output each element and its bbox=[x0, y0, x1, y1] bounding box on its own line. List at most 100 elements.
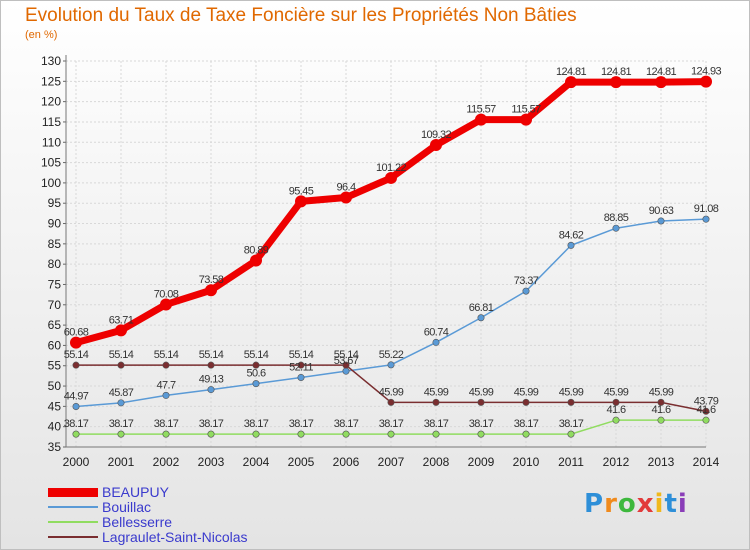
x-tick-label: 2005 bbox=[288, 455, 315, 469]
data-label: 73.58 bbox=[199, 274, 224, 286]
logo-letter: P bbox=[584, 489, 605, 519]
data-label: 124.81 bbox=[646, 66, 677, 78]
data-label: 124.93 bbox=[691, 66, 722, 78]
data-point bbox=[72, 430, 80, 438]
data-label: 55.14 bbox=[289, 349, 314, 361]
data-point bbox=[522, 287, 530, 295]
data-label: 124.81 bbox=[601, 66, 632, 78]
data-point bbox=[70, 336, 82, 349]
x-tick-label: 2009 bbox=[468, 455, 495, 469]
data-point bbox=[295, 195, 307, 208]
data-label: 38.17 bbox=[244, 418, 269, 430]
legend-label: Lagraulet-Saint-Nicolas bbox=[102, 529, 248, 545]
data-point bbox=[160, 298, 172, 311]
legend-swatch bbox=[48, 488, 98, 497]
y-tick-label: 95 bbox=[48, 196, 62, 210]
data-point bbox=[207, 430, 215, 438]
data-label: 91.08 bbox=[694, 203, 719, 215]
data-point bbox=[657, 398, 665, 406]
logo-letter: t bbox=[664, 489, 678, 519]
x-tick-label: 2008 bbox=[423, 455, 450, 469]
data-label: 55.14 bbox=[154, 349, 179, 361]
data-point bbox=[162, 361, 170, 369]
data-point bbox=[475, 113, 487, 126]
data-point bbox=[477, 314, 485, 322]
data-label: 109.32 bbox=[421, 129, 452, 141]
y-tick-label: 85 bbox=[48, 237, 62, 251]
data-point bbox=[387, 398, 395, 406]
data-point bbox=[477, 430, 485, 438]
data-label: 95.45 bbox=[289, 185, 314, 197]
data-point bbox=[657, 416, 665, 424]
data-point bbox=[520, 113, 532, 126]
logo-letter: x bbox=[636, 489, 655, 519]
data-label: 38.17 bbox=[199, 418, 224, 430]
data-label: 96.4 bbox=[336, 182, 355, 194]
x-tick-label: 2004 bbox=[243, 455, 270, 469]
y-tick-label: 60 bbox=[48, 338, 62, 352]
data-label: 45.99 bbox=[649, 386, 674, 398]
data-point bbox=[522, 430, 530, 438]
data-point bbox=[567, 241, 575, 249]
data-label: 38.17 bbox=[559, 418, 584, 430]
y-tick-label: 130 bbox=[41, 54, 61, 68]
data-label: 55.14 bbox=[199, 349, 224, 361]
data-point bbox=[250, 254, 262, 267]
data-point bbox=[610, 76, 622, 89]
data-label: 55.22 bbox=[379, 349, 404, 361]
data-point bbox=[162, 430, 170, 438]
data-label: 50.6 bbox=[246, 368, 265, 380]
data-label: 60.74 bbox=[424, 326, 449, 338]
data-point bbox=[612, 398, 620, 406]
data-label: 43.79 bbox=[694, 395, 719, 407]
legend-label: Bouillac bbox=[102, 499, 152, 515]
logo-letter: o bbox=[617, 489, 637, 519]
data-label: 38.17 bbox=[379, 418, 404, 430]
y-tick-label: 50 bbox=[48, 379, 62, 393]
data-label: 41.6 bbox=[651, 404, 670, 416]
data-point bbox=[702, 215, 710, 223]
data-point bbox=[72, 402, 80, 410]
data-label: 66.81 bbox=[469, 302, 494, 314]
proxiti-logo: Proxiti bbox=[584, 489, 688, 519]
data-label: 38.17 bbox=[514, 418, 539, 430]
data-point bbox=[117, 361, 125, 369]
data-label: 52.11 bbox=[289, 361, 313, 373]
data-label: 63.71 bbox=[109, 314, 134, 326]
data-label: 88.85 bbox=[604, 212, 629, 224]
x-tick-label: 2010 bbox=[513, 455, 540, 469]
legend-item: Bouillac bbox=[48, 499, 152, 515]
data-label: 45.99 bbox=[424, 386, 449, 398]
y-tick-label: 75 bbox=[48, 277, 62, 291]
x-tick-label: 2013 bbox=[648, 455, 675, 469]
data-point bbox=[565, 76, 577, 89]
data-point bbox=[432, 430, 440, 438]
data-point bbox=[702, 416, 710, 424]
data-point bbox=[207, 361, 215, 369]
data-point bbox=[567, 398, 575, 406]
x-tick-label: 2000 bbox=[63, 455, 90, 469]
data-label: 41.6 bbox=[606, 404, 625, 416]
x-tick-label: 2012 bbox=[603, 455, 630, 469]
data-label: 38.17 bbox=[424, 418, 449, 430]
data-point bbox=[430, 139, 442, 152]
data-label: 45.99 bbox=[604, 386, 629, 398]
data-point bbox=[252, 430, 260, 438]
data-label: 45.99 bbox=[559, 386, 584, 398]
y-tick-label: 35 bbox=[48, 440, 62, 454]
data-point bbox=[385, 171, 397, 184]
data-label: 101.22 bbox=[376, 162, 407, 174]
legend-swatch bbox=[48, 536, 98, 538]
y-tick-label: 90 bbox=[48, 217, 62, 231]
data-point bbox=[207, 386, 215, 394]
data-point bbox=[702, 407, 710, 415]
data-label: 45.99 bbox=[514, 386, 539, 398]
data-point bbox=[657, 217, 665, 225]
data-label: 84.62 bbox=[559, 229, 584, 241]
legend-item: BEAUPUY bbox=[48, 484, 169, 500]
data-label: 38.17 bbox=[64, 418, 89, 430]
legend-label: BEAUPUY bbox=[102, 484, 169, 500]
y-tick-label: 105 bbox=[41, 156, 61, 170]
